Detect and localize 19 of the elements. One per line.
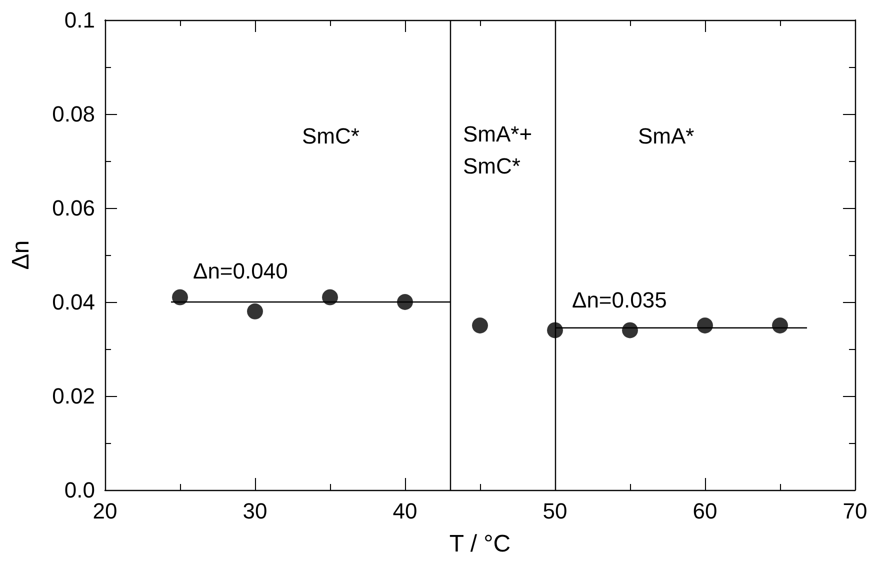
y-tick-label: 0.02: [52, 384, 95, 408]
annotation: SmA*+ SmC*: [463, 122, 532, 178]
x-tick-label: 50: [542, 498, 568, 524]
y-tick-label: 0.08: [52, 102, 95, 126]
annotation: Δn=0.035: [572, 288, 667, 312]
annotation: SmC*: [302, 124, 360, 148]
annotation: SmA*: [638, 124, 695, 148]
x-tick-label: 60: [692, 498, 718, 524]
y-tick-label: 0.0: [64, 478, 95, 502]
x-tick-label: 40: [392, 498, 418, 524]
y-tick-label: 0.06: [52, 196, 95, 220]
annotation: Δn=0.040: [193, 258, 288, 284]
x-axis-title: T / °C: [449, 530, 511, 558]
y-axis-title: Δn: [8, 240, 34, 270]
y-tick-label: 0.04: [52, 290, 95, 314]
x-tick-label: 30: [242, 498, 268, 524]
y-tick-label: 0.1: [64, 8, 95, 32]
x-tick-label: 20: [92, 498, 118, 524]
x-tick-label: 70: [842, 498, 868, 524]
